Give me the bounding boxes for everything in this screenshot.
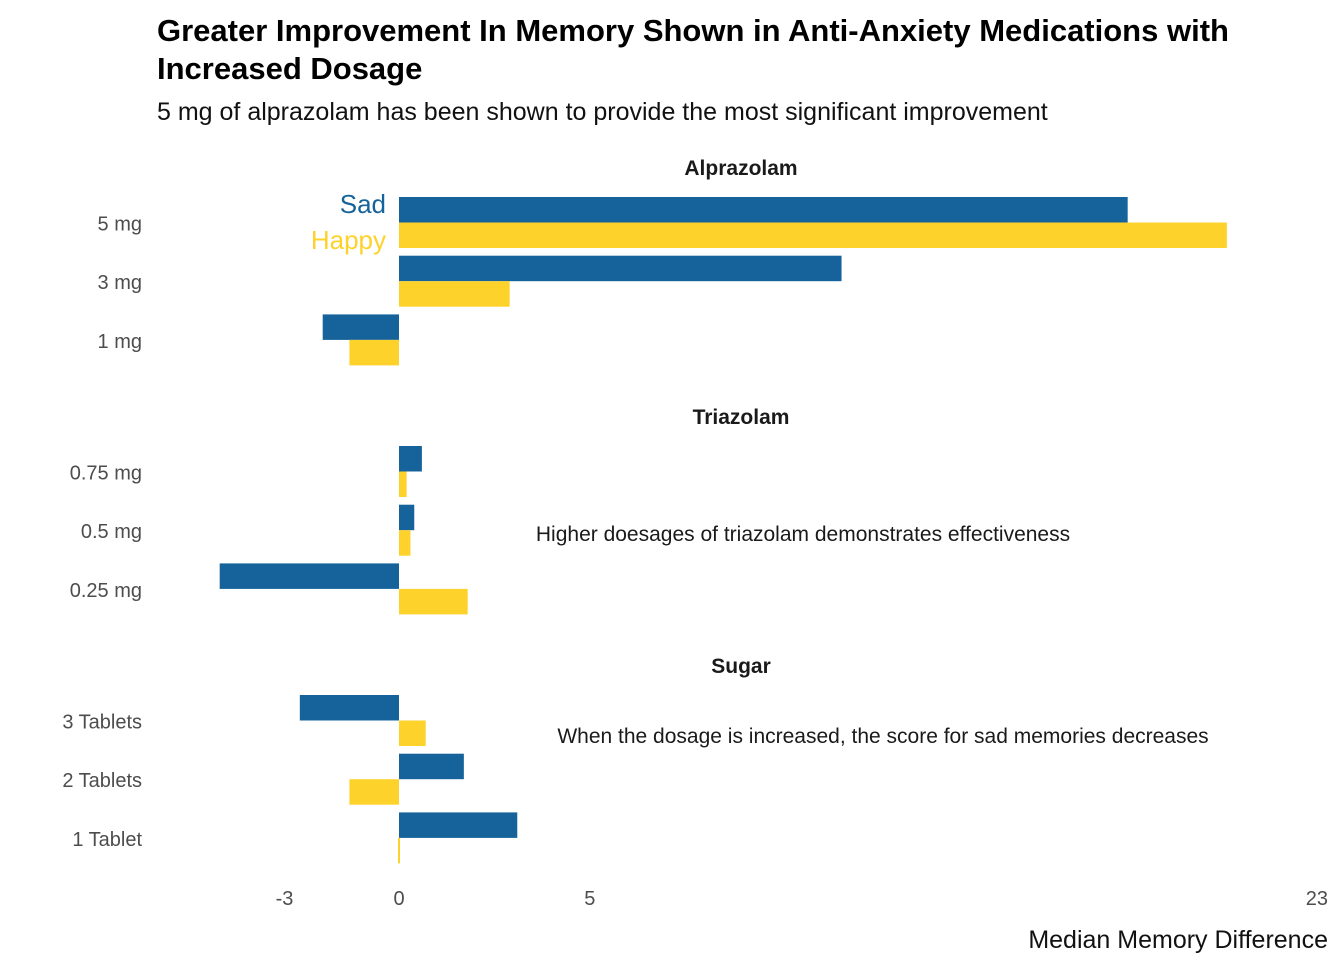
panel-title: Triazolam xyxy=(693,406,790,429)
bar-sad xyxy=(399,812,518,838)
bar-happy xyxy=(349,779,399,805)
bar-sad xyxy=(399,446,422,472)
category-label: 0.5 mg xyxy=(81,521,142,543)
chart-title: Greater Improvement In Memory Shown in A… xyxy=(157,13,1229,86)
x-tick-label: 23 xyxy=(1306,888,1328,910)
x-tick-label: -3 xyxy=(276,888,294,910)
bar-happy xyxy=(399,471,407,497)
legend-sad: Sad xyxy=(340,189,386,219)
bar-happy xyxy=(349,339,399,366)
x-tick-label: 0 xyxy=(393,888,404,910)
bar-happy xyxy=(399,530,411,556)
x-tick-label: 5 xyxy=(584,888,595,910)
chart-subtitle: 5 mg of alprazolam has been shown to pro… xyxy=(157,98,1048,126)
bar-sad xyxy=(299,695,399,721)
panel-title: Sugar xyxy=(711,655,771,678)
bar-happy xyxy=(399,588,468,615)
bar-happy xyxy=(399,281,510,307)
panel-title: Alprazolam xyxy=(684,157,797,180)
annotation: When the dosage is increased, the score … xyxy=(557,725,1208,748)
category-label: 3 mg xyxy=(98,272,142,294)
bar-sad xyxy=(399,255,842,282)
category-label: 5 mg xyxy=(98,214,142,236)
category-label: 2 Tablets xyxy=(62,770,142,792)
category-label: 0.75 mg xyxy=(70,463,142,485)
bar-sad xyxy=(399,753,464,780)
bar-sad xyxy=(399,504,415,531)
category-label: 3 Tablets xyxy=(62,712,142,734)
bar-sad xyxy=(219,563,399,589)
category-label: 1 mg xyxy=(98,331,142,353)
bar-sad xyxy=(322,314,399,340)
bar-sad xyxy=(399,197,1128,223)
legend-happy: Happy xyxy=(311,225,386,255)
category-label: 1 Tablet xyxy=(72,829,142,851)
x-axis-label: Median Memory Difference xyxy=(1028,926,1328,954)
category-label: 0.25 mg xyxy=(70,580,142,602)
annotation: Higher doesages of triazolam demonstrate… xyxy=(536,523,1070,546)
bar-happy xyxy=(399,222,1227,248)
bar-happy xyxy=(398,837,400,864)
bar-happy xyxy=(399,720,426,746)
